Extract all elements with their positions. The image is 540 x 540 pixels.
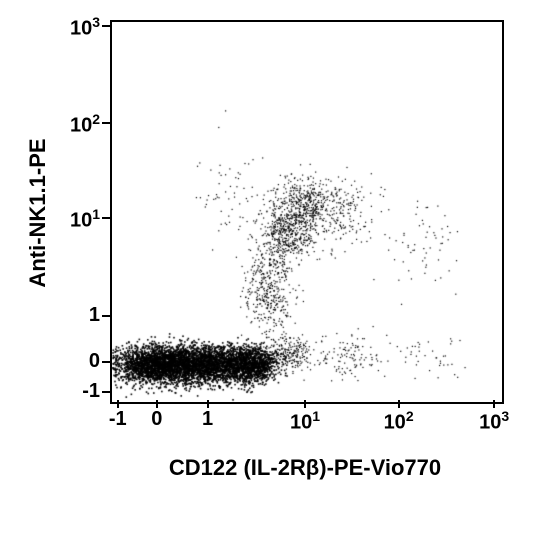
scatter-chart: Anti-NK1.1-PE CD122 (IL-2Rβ)-PE-Vio770 -… (0, 0, 540, 540)
x-tick-label: 0 (135, 408, 179, 431)
y-tick-label: 101 (70, 206, 100, 233)
x-tick-label: -1 (96, 408, 140, 431)
y-tick-mark (102, 315, 110, 317)
x-tick-mark (207, 400, 209, 408)
x-tick-mark (117, 400, 119, 408)
plot-area (110, 20, 504, 404)
y-tick-mark (102, 217, 110, 219)
y-tick-label: -1 (82, 380, 100, 403)
x-tick-mark (156, 400, 158, 408)
y-tick-label: 0 (89, 350, 100, 373)
x-tick-label: 103 (472, 408, 516, 435)
y-tick-mark (102, 122, 110, 124)
y-axis-label: Anti-NK1.1-PE (25, 23, 51, 403)
x-tick-mark (398, 400, 400, 408)
x-tick-label: 102 (377, 408, 421, 435)
y-tick-mark (102, 361, 110, 363)
x-axis-label: CD122 (IL-2Rβ)-PE-Vio770 (110, 455, 500, 481)
x-tick-label: 101 (283, 408, 327, 435)
y-tick-label: 102 (70, 111, 100, 138)
y-tick-label: 1 (89, 304, 100, 327)
x-tick-label: 1 (186, 408, 230, 431)
y-tick-label: 103 (70, 14, 100, 41)
x-tick-mark (304, 400, 306, 408)
scatter-points (112, 22, 502, 402)
y-tick-mark (102, 391, 110, 393)
y-tick-mark (102, 25, 110, 27)
x-tick-mark (493, 400, 495, 408)
